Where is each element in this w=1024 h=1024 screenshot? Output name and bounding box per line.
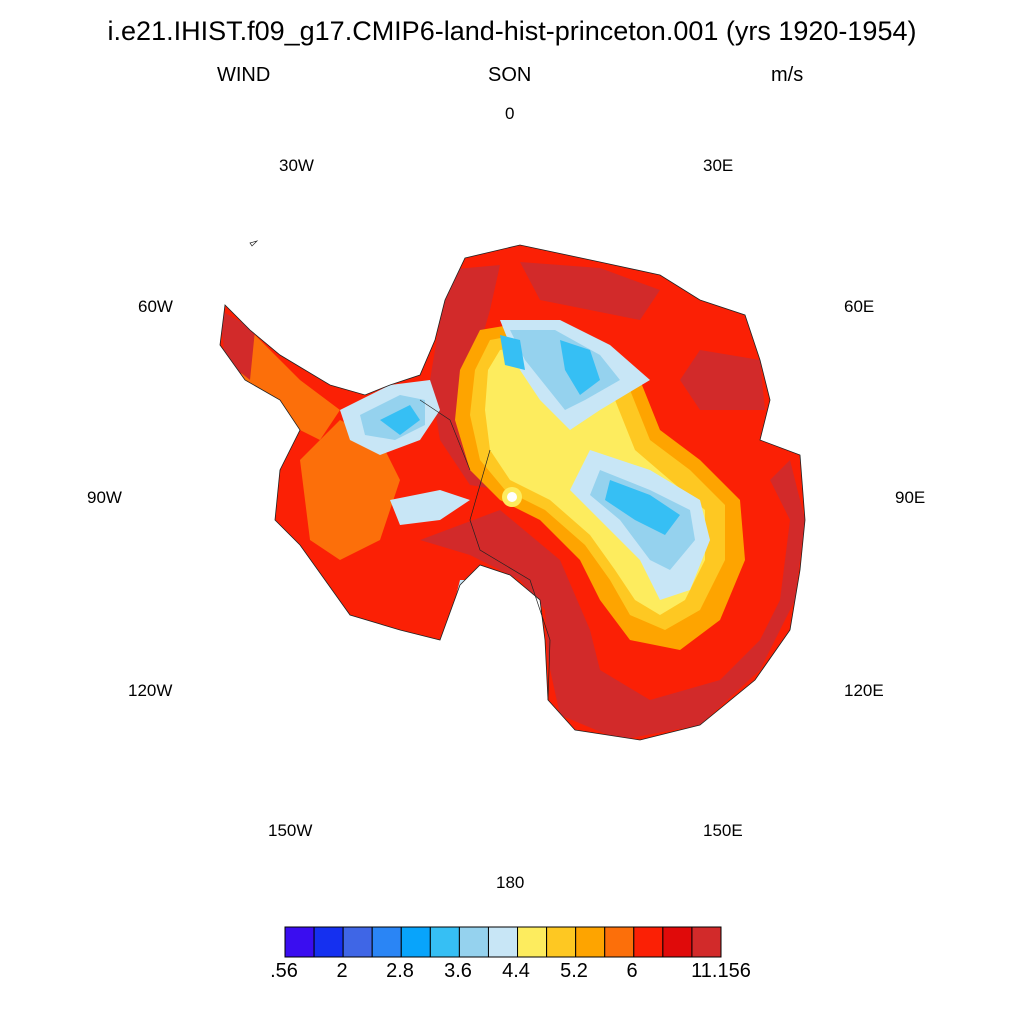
colorbar-box bbox=[313, 926, 344, 958]
lon-label-150e: 150E bbox=[703, 821, 743, 840]
colorbar-box bbox=[429, 926, 460, 958]
colorbar-box bbox=[458, 926, 489, 958]
plot-title: i.e21.IHIST.f09_g17.CMIP6-land-hist-prin… bbox=[107, 16, 917, 46]
colorbar-box bbox=[546, 926, 577, 958]
lon-label-120e: 120E bbox=[844, 681, 884, 700]
colorbar-tick: 5.2 bbox=[560, 960, 588, 982]
wind-field bbox=[220, 245, 805, 740]
units-label: m/s bbox=[771, 64, 804, 86]
season-label: SON bbox=[488, 64, 532, 86]
coastline bbox=[219, 244, 806, 741]
colorbar-box bbox=[284, 926, 315, 958]
colorbar-tick: 6 bbox=[626, 960, 638, 982]
colorbar-box bbox=[604, 926, 635, 958]
colorbar-box bbox=[633, 926, 664, 958]
colorbar-tick: 4.4 bbox=[502, 960, 530, 982]
lon-label-90e: 90E bbox=[895, 488, 926, 507]
colorbar bbox=[284, 926, 722, 958]
colorbar-tick: 2.8 bbox=[386, 960, 414, 982]
colorbar-box bbox=[662, 926, 693, 958]
south-america-tip bbox=[249, 240, 259, 247]
lon-label-60w: 60W bbox=[138, 297, 173, 316]
colorbar-box bbox=[691, 926, 722, 958]
colorbar-box bbox=[371, 926, 402, 958]
colorbar-box bbox=[342, 926, 373, 958]
lon-label-150w: 150W bbox=[268, 821, 313, 840]
colorbar-box bbox=[400, 926, 431, 958]
colorbar-box bbox=[487, 926, 519, 958]
colorbar-tick: 3.6 bbox=[444, 960, 472, 982]
lon-label-120w: 120W bbox=[128, 681, 173, 700]
colorbar-tick: 2 bbox=[336, 960, 348, 982]
lon-label-180: 180 bbox=[496, 873, 525, 892]
lon-label-30e: 30E bbox=[703, 156, 734, 175]
colorbar-box bbox=[575, 926, 606, 958]
variable-label: WIND bbox=[217, 64, 271, 86]
lon-label-30w: 30W bbox=[279, 156, 314, 175]
colorbar-box bbox=[517, 926, 548, 958]
lon-label-90w: 90W bbox=[87, 488, 122, 507]
lon-label-60e: 60E bbox=[844, 297, 875, 316]
lon-label-0: 0 bbox=[505, 104, 515, 123]
colorbar-tick: .56 bbox=[270, 960, 298, 982]
colorbar-tick: 11.156 bbox=[691, 960, 751, 982]
